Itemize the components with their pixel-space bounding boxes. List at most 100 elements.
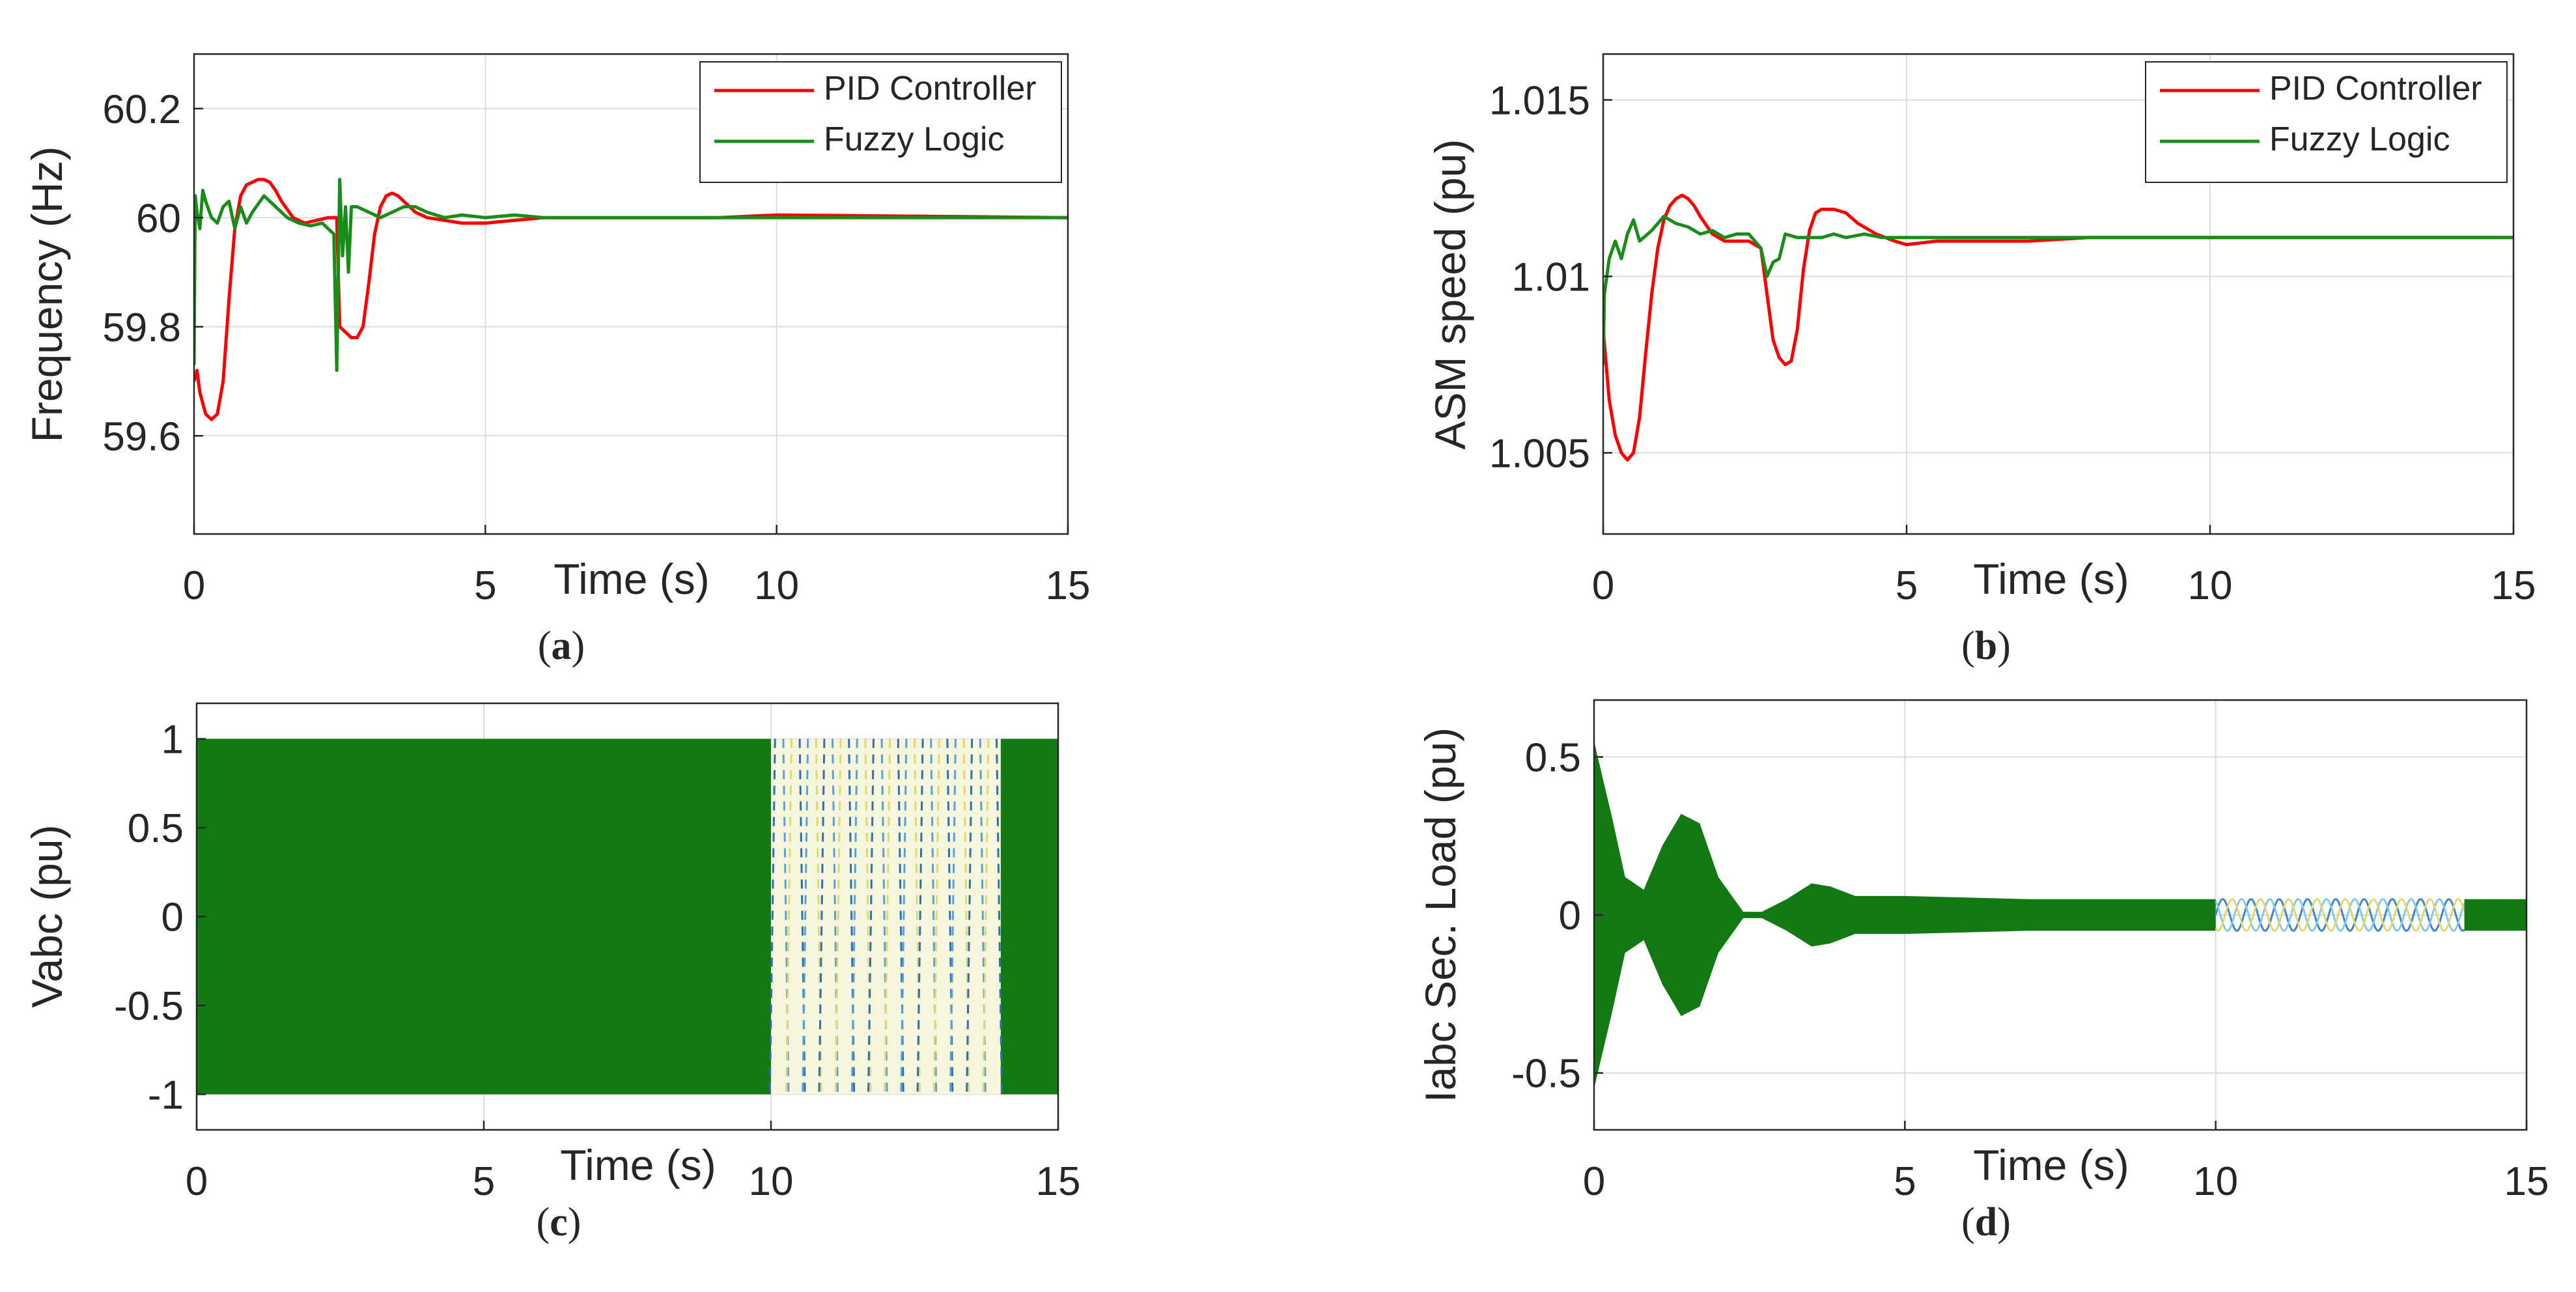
series-line-fuzzy-logic bbox=[1603, 214, 2513, 365]
legend-label-fuzzy-logic: Fuzzy Logic bbox=[2269, 120, 2450, 158]
series-group bbox=[1594, 741, 2527, 1089]
legend: PID Controller Fuzzy Logic bbox=[2145, 61, 2508, 183]
y-tick-label: 0.5 bbox=[1525, 735, 1581, 780]
caption-letter: d bbox=[1975, 1200, 1997, 1244]
caption: (b) bbox=[1961, 624, 2011, 668]
series-vabc-trace bbox=[867, 738, 875, 1095]
series-vabc-trace bbox=[914, 738, 921, 1095]
x-tick-label: 10 bbox=[749, 1159, 794, 1204]
series-line-pid-controller bbox=[194, 178, 1068, 421]
x-tick-label: 0 bbox=[183, 563, 205, 608]
y-tick-label: 1.01 bbox=[1511, 255, 1590, 300]
series-band-iabc-tail bbox=[2464, 899, 2527, 931]
panel-b: 0 5 10 15 1.005 1.01 1.015 Time (s) ASM speed (p… bbox=[1426, 53, 2536, 668]
series-vabc-trace bbox=[884, 738, 891, 1095]
caption-letter: a bbox=[552, 624, 572, 668]
y-axis-label: Iabc Sec. Load (pu) bbox=[1416, 727, 1464, 1102]
series-vabc-trace bbox=[880, 738, 888, 1095]
series-vabc-trace bbox=[768, 738, 776, 1095]
x-tick-label: 15 bbox=[2491, 563, 2536, 608]
y-tick-label: 60.2 bbox=[102, 87, 181, 132]
series-group bbox=[1603, 193, 2513, 462]
x-tick-label: 0 bbox=[1592, 563, 1614, 608]
x-axis-label: Time (s) bbox=[1973, 1141, 2129, 1189]
panel-d: 0 5 10 15 -0.5 0 0.5 Time (s) Iabc Sec. Load (pu… bbox=[1416, 699, 2549, 1244]
series-vabc-trace bbox=[798, 738, 806, 1095]
y-tick-label: 1 bbox=[161, 718, 184, 763]
axes-box bbox=[1602, 53, 2515, 535]
x-tick-label: 15 bbox=[2504, 1159, 2549, 1204]
caption: (a) bbox=[538, 624, 585, 668]
panel-a: 0 5 10 15 59.6 59.8 60 60.2 Time (s) Frequency (H… bbox=[23, 53, 1091, 668]
x-tick-label: 5 bbox=[474, 563, 496, 608]
x-tick-label: 10 bbox=[2193, 1159, 2238, 1204]
caption: (d) bbox=[1961, 1200, 2011, 1244]
x-tick-label: 10 bbox=[2188, 563, 2233, 608]
series-band-vabc-14-15 bbox=[1000, 738, 1058, 1095]
caption-letter: b bbox=[1975, 624, 1997, 668]
y-tick-label: 59.8 bbox=[102, 305, 181, 350]
series-band-vabc-0-10 bbox=[197, 738, 771, 1095]
y-axis-label: ASM speed (pu) bbox=[1426, 139, 1474, 450]
y-axis-label: Vabc (pu) bbox=[23, 824, 71, 1007]
series-vabc-trace bbox=[818, 738, 826, 1095]
y-tick-label: 0 bbox=[1559, 893, 1581, 938]
series-vabc-trace bbox=[962, 738, 970, 1095]
x-tick-label: 10 bbox=[754, 563, 799, 608]
series-vabc-trace bbox=[916, 738, 924, 1095]
x-axis-label: Time (s) bbox=[560, 1141, 716, 1189]
x-tick-label: 5 bbox=[1894, 1159, 1916, 1204]
series-vabc-trace bbox=[930, 738, 938, 1095]
series-vabc-trace bbox=[932, 738, 940, 1095]
series-line-pid-controller bbox=[1603, 193, 2513, 462]
series-vabc-trace bbox=[949, 738, 957, 1095]
x-tick-label: 0 bbox=[186, 1159, 208, 1204]
y-tick-label: -1 bbox=[148, 1073, 184, 1117]
y-tick-label: 1.005 bbox=[1489, 431, 1590, 476]
series-vabc-trace bbox=[815, 738, 822, 1095]
panel-c: 0 5 10 15 -1 -0.5 0 0.5 1 Time (s) Vabc (pu) (c) bbox=[23, 702, 1081, 1244]
y-tick-label: -0.5 bbox=[1511, 1052, 1581, 1097]
series-vabc-trace bbox=[848, 738, 856, 1095]
y-tick-label: 59.6 bbox=[102, 414, 181, 459]
series-iabc-phase bbox=[2215, 898, 2465, 932]
series-vabc-trace bbox=[979, 738, 987, 1095]
series-vabc-trace bbox=[785, 738, 792, 1095]
series-resolved-bg bbox=[771, 738, 1001, 1095]
series-vabc-trace bbox=[782, 738, 790, 1095]
caption: (c) bbox=[537, 1200, 581, 1244]
legend-label-pid-controller: PID Controller bbox=[2269, 70, 2482, 107]
x-axis-label: Time (s) bbox=[553, 555, 710, 603]
legend-label-fuzzy-logic: Fuzzy Logic bbox=[824, 120, 1004, 158]
series-vabc-trace bbox=[832, 738, 839, 1095]
axes-box bbox=[193, 53, 1069, 535]
series-group bbox=[194, 178, 1068, 421]
x-tick-label: 5 bbox=[473, 1159, 495, 1204]
y-axis-label: Frequency (Hz) bbox=[23, 147, 71, 443]
y-tick-label: 0 bbox=[161, 895, 184, 940]
series-vabc-trace bbox=[946, 738, 954, 1095]
series-group bbox=[197, 738, 1058, 1095]
series-vabc-trace bbox=[864, 738, 872, 1095]
series-vabc-trace bbox=[996, 738, 1003, 1095]
caption-letter: c bbox=[550, 1200, 568, 1244]
series-band-iabc bbox=[1594, 741, 2216, 1089]
y-tick-label: 60 bbox=[136, 196, 181, 241]
series-vabc-trace bbox=[982, 738, 990, 1095]
x-tick-label: 15 bbox=[1046, 563, 1091, 608]
legend-label-pid-controller: PID Controller bbox=[824, 70, 1037, 107]
series-vabc-trace bbox=[850, 738, 858, 1095]
legend: PID Controller Fuzzy Logic bbox=[699, 61, 1062, 183]
series-vabc-trace bbox=[834, 738, 842, 1095]
x-tick-label: 15 bbox=[1036, 1159, 1081, 1204]
series-vabc-trace bbox=[966, 738, 973, 1095]
legend-box bbox=[2145, 61, 2508, 183]
x-axis-label: Time (s) bbox=[1973, 555, 2129, 603]
x-tick-label: 5 bbox=[1896, 563, 1918, 608]
series-line-fuzzy-logic bbox=[194, 178, 1068, 372]
series-iabc-phase bbox=[2215, 898, 2465, 932]
series-vabc-trace bbox=[802, 738, 809, 1095]
x-tick-label: 0 bbox=[1583, 1159, 1605, 1204]
y-tick-label: 0.5 bbox=[128, 806, 184, 851]
